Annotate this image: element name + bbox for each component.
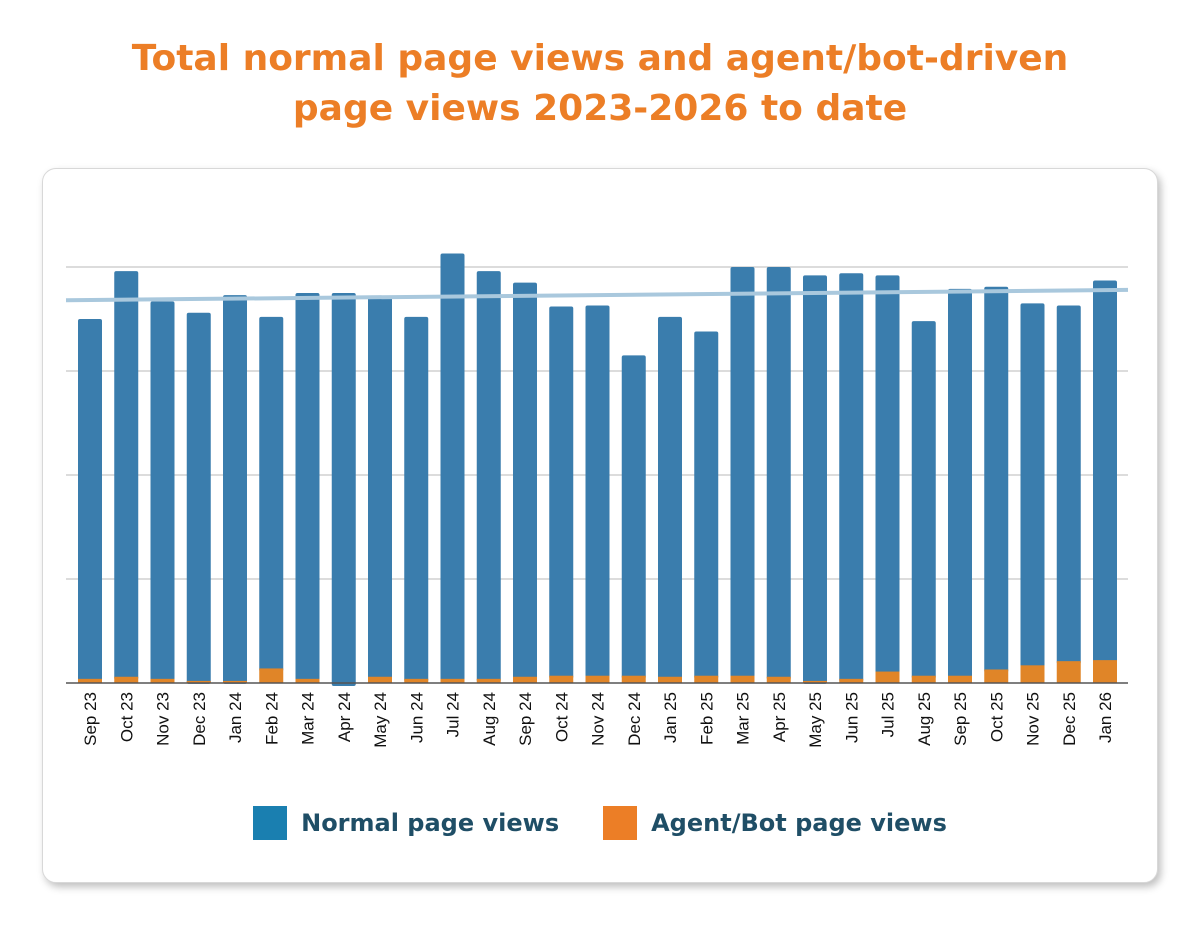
bar-normal-5 xyxy=(259,316,284,672)
bar-bot-21 xyxy=(839,678,864,683)
bar-normal-26 xyxy=(1020,303,1045,669)
bar-bot-6 xyxy=(295,678,320,683)
bar-normal-25 xyxy=(984,286,1009,673)
bar-bot-22 xyxy=(875,671,900,683)
legend-label-bot: Agent/Bot page views xyxy=(651,809,947,837)
x-tick-label: Aug 24 xyxy=(480,692,499,746)
bar-normal-11 xyxy=(476,271,501,682)
x-tick-label: Feb 24 xyxy=(262,692,281,745)
bar-bot-10 xyxy=(440,678,465,683)
x-tick-label: Sep 23 xyxy=(81,692,100,746)
bar-bot-5 xyxy=(259,668,284,683)
x-tick-label: Nov 23 xyxy=(154,692,173,746)
bar-normal-9 xyxy=(404,316,429,682)
x-tick-label: Jul 25 xyxy=(879,692,898,737)
x-tick-label: May 25 xyxy=(806,692,825,748)
x-tick-label: Jun 24 xyxy=(407,692,426,743)
bar-normal-22 xyxy=(875,275,900,675)
x-tick-label: Apr 24 xyxy=(335,692,354,742)
x-tick-label: Sep 25 xyxy=(951,692,970,746)
x-tick-label: Mar 24 xyxy=(299,692,318,745)
bar-normal-20 xyxy=(803,275,827,684)
x-tick-label: Jan 25 xyxy=(661,692,680,743)
bar-bot-0 xyxy=(78,678,102,683)
x-tick-label: Jun 25 xyxy=(842,692,861,743)
bar-bot-8 xyxy=(368,676,392,683)
bar-normal-13 xyxy=(549,306,574,679)
legend-swatch-bot xyxy=(603,806,638,840)
legend-label-normal: Normal page views xyxy=(301,809,560,837)
bar-normal-2 xyxy=(150,301,175,682)
bar-normal-19 xyxy=(766,267,791,680)
bar-normal-14 xyxy=(585,305,610,679)
bar-bot-11 xyxy=(476,678,501,683)
bar-bot-9 xyxy=(404,678,429,683)
x-tick-label: Feb 25 xyxy=(697,692,716,745)
bar-normal-1 xyxy=(114,271,139,680)
bar-normal-24 xyxy=(948,288,972,679)
bar-normal-18 xyxy=(730,267,755,679)
bar-bot-26 xyxy=(1020,665,1045,683)
bar-normal-17 xyxy=(694,331,719,679)
x-tick-label: Jul 24 xyxy=(444,692,463,737)
x-tick-label: Sep 24 xyxy=(516,692,535,746)
bar-bot-4 xyxy=(223,680,247,683)
chart-title: Total normal page views and agent/bot-dr… xyxy=(0,34,1200,134)
bar-bot-14 xyxy=(585,675,610,683)
bar-bot-28 xyxy=(1093,660,1117,683)
x-tick-label: Oct 23 xyxy=(117,692,136,742)
x-tick-label: Oct 24 xyxy=(552,692,571,742)
bar-bot-13 xyxy=(549,675,574,683)
bar-normal-0 xyxy=(78,319,102,682)
chart-title-line-2: page views 2023-2026 to date xyxy=(292,88,908,129)
bar-bot-17 xyxy=(694,675,719,683)
bar-bot-18 xyxy=(730,675,755,683)
bar-normal-16 xyxy=(658,316,682,680)
bar-bot-12 xyxy=(513,676,537,683)
bar-normal-28 xyxy=(1093,280,1117,664)
bar-bot-20 xyxy=(803,680,827,683)
bar-normal-7 xyxy=(331,293,356,686)
bar-bot-19 xyxy=(766,676,791,683)
x-tick-label: Dec 24 xyxy=(625,692,644,746)
chart-title-line-1: Total normal page views and agent/bot-dr… xyxy=(131,38,1069,79)
bar-bot-16 xyxy=(658,676,682,683)
trendline xyxy=(65,287,1129,303)
x-tick-label: Oct 25 xyxy=(987,692,1006,742)
bar-bot-1 xyxy=(114,676,139,683)
bar-bot-23 xyxy=(911,675,936,683)
x-tick-label: May 24 xyxy=(371,692,390,748)
bar-normal-4 xyxy=(223,295,247,684)
bar-normal-23 xyxy=(911,321,936,679)
bar-bot-3 xyxy=(186,680,211,683)
bar-normal-10 xyxy=(440,253,465,682)
bar-bot-25 xyxy=(984,669,1009,683)
x-tick-label: Aug 25 xyxy=(915,692,934,746)
bar-bot-2 xyxy=(150,678,175,683)
bar-bot-15 xyxy=(621,675,646,683)
bar-normal-3 xyxy=(186,312,211,684)
bar-normal-8 xyxy=(368,297,392,680)
x-tick-label: Mar 25 xyxy=(734,692,753,745)
x-tick-label: Nov 24 xyxy=(589,692,608,746)
x-tick-label: Dec 23 xyxy=(190,692,209,746)
x-tick-label: Jan 24 xyxy=(226,692,245,743)
legend: Normal page views Agent/Bot page views xyxy=(0,806,1200,840)
legend-item-bot: Agent/Bot page views xyxy=(603,806,947,840)
bar-bot-27 xyxy=(1056,661,1081,683)
bar-bot-24 xyxy=(948,675,972,683)
legend-swatch-normal xyxy=(253,806,288,840)
bar-normal-27 xyxy=(1056,305,1081,665)
bar-normal-6 xyxy=(295,293,320,682)
bar-normal-15 xyxy=(621,355,646,679)
x-tick-label: Nov 25 xyxy=(1024,692,1043,746)
x-tick-label: Jan 26 xyxy=(1096,692,1115,743)
bar-normal-12 xyxy=(513,282,537,680)
x-tick-label: Dec 25 xyxy=(1060,692,1079,746)
bar-normal-21 xyxy=(839,273,864,682)
legend-item-normal: Normal page views xyxy=(253,806,559,840)
x-tick-label: Apr 25 xyxy=(770,692,789,742)
